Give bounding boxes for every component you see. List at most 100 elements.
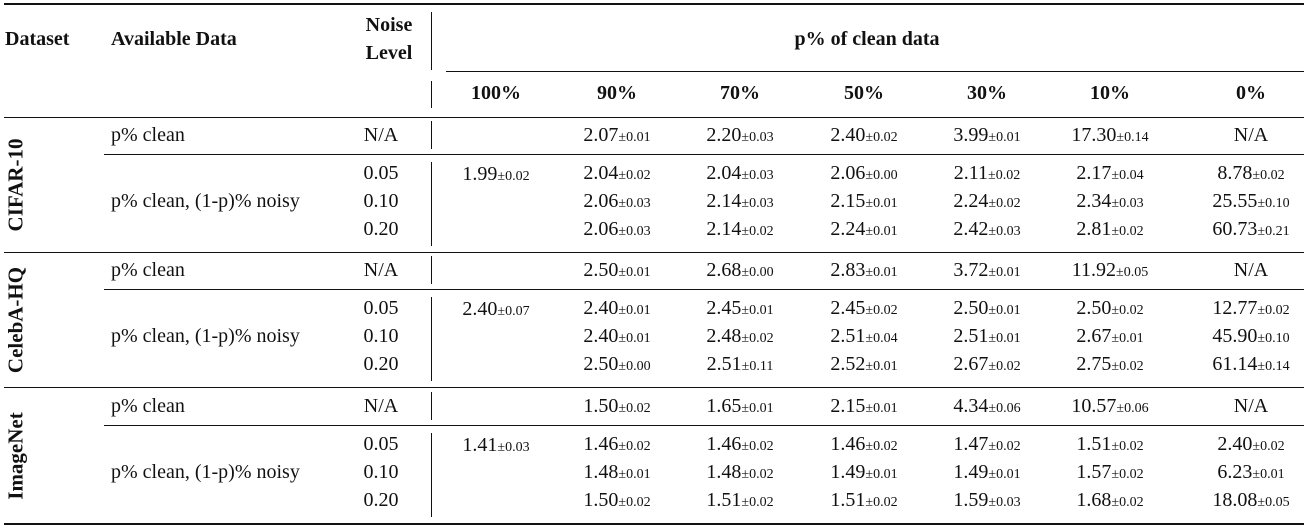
noisy-cell: 2.51±0.11 [707,353,774,378]
cell-error: ±0.01 [618,303,651,318]
cell-error: ±0.02 [618,401,651,416]
column-divider [431,162,432,246]
cell-value: 1.48 [706,461,742,483]
row-separator [104,425,1304,426]
block-rule [4,252,1304,253]
cell-error: ±0.04 [1111,168,1144,183]
cell-error: ±0.01 [865,401,898,416]
noisy-row-label: p% clean, (1-p)% noisy [111,461,300,483]
noisy-cell: 2.14±0.03 [706,190,773,215]
clean-cell: 2.20±0.03 [706,124,773,149]
cell-error: ±0.02 [988,439,1021,454]
full-data-cell: 2.40±0.07 [462,298,529,323]
noisy-row-label: p% clean, (1-p)% noisy [111,190,300,212]
cell-value: 2.75 [1076,353,1112,375]
noisy-cell: 2.17±0.04 [1076,162,1143,187]
cell-error: ±0.02 [618,439,651,454]
cell-error: ±0.03 [497,440,530,455]
cell-error: ±0.11 [741,359,774,374]
noisy-cell: 2.24±0.01 [830,218,897,243]
cell-value: 2.14 [706,190,742,212]
cell-error: ±0.02 [988,359,1021,374]
cell-value: 2.45 [830,297,866,319]
cell-value: 2.67 [1076,325,1112,347]
noisy-cell: 6.23±0.01 [1217,461,1284,486]
noisy-cell: 8.78±0.02 [1217,162,1284,187]
noisy-cell: 12.77±0.02 [1212,297,1289,322]
cell-error: ±0.01 [865,196,898,211]
noisy-cell: 2.50±0.01 [953,297,1020,322]
noise-level-value: 0.05 [363,297,399,319]
cell-error: ±0.03 [988,495,1021,510]
cell-value: 1.47 [953,433,989,455]
cell-value: 1.46 [706,433,742,455]
noise-level-value: 0.20 [363,218,399,240]
cell-value: 1.46 [583,433,619,455]
cell-error: ±0.01 [988,331,1021,346]
clean-cell: 2.50±0.01 [583,259,650,284]
clean-cell: N/A [1234,124,1268,146]
top-rule [4,3,1304,5]
cell-value: N/A [1233,395,1269,417]
cell-error: ±0.01 [865,265,898,280]
noisy-cell: 2.50±0.02 [1076,297,1143,322]
cell-value: 60.73 [1212,218,1258,240]
cell-error: ±0.02 [497,169,530,184]
cell-error: ±0.02 [618,168,651,183]
noisy-cell: 2.51±0.01 [953,325,1020,350]
cell-value: 1.49 [830,461,866,483]
noisy-cell: 2.75±0.02 [1076,353,1143,378]
noisy-cell: 2.11±0.02 [954,162,1020,187]
cell-value: 2.51 [953,325,989,347]
cell-error: ±0.02 [1111,359,1144,374]
cell-error: ±0.01 [865,224,898,239]
cell-error: ±0.01 [988,265,1021,280]
cell-error: ±0.03 [618,224,651,239]
column-divider [431,81,432,108]
header-col-50pct: 50% [844,82,884,104]
cell-value: N/A [1233,124,1269,146]
noise-level-value: 0.20 [363,353,399,375]
clean-row-label: p% clean [111,395,185,417]
cell-value: 2.50 [583,353,619,375]
cell-value: 2.17 [1076,162,1112,184]
cell-value: 2.40 [1217,433,1253,455]
cell-value: 2.51 [830,325,866,347]
cell-value: 2.24 [953,190,989,212]
clean-cell: 2.83±0.01 [830,259,897,284]
noisy-cell: 1.46±0.02 [830,433,897,458]
cell-value: 2.48 [706,325,742,347]
cell-value: 4.34 [953,395,989,417]
noisy-cell: 61.14±0.14 [1212,353,1289,378]
cell-error: ±0.02 [741,467,774,482]
cell-value: 1.50 [583,489,619,511]
dataset-label-0: CIFAR-10 [3,138,28,231]
header-p-clean: p% of clean data [794,28,940,50]
cell-error: ±0.03 [741,196,774,211]
clean-cell: 2.40±0.02 [830,124,897,149]
cell-error: ±0.02 [865,495,898,510]
noisy-cell: 2.48±0.02 [706,325,773,350]
dataset-label-1: CelebA-HQ [3,266,28,373]
noisy-cell: 1.51±0.02 [706,489,773,514]
cell-error: ±0.21 [1257,224,1290,239]
cell-value: 2.11 [953,162,989,184]
column-divider [431,256,432,284]
cell-value: 2.40 [583,325,619,347]
cell-value: 10.57 [1071,395,1117,417]
cell-error: ±0.03 [988,224,1021,239]
noisy-cell: 2.15±0.01 [830,190,897,215]
header-col-30pct: 30% [967,82,1007,104]
cell-value: 2.67 [953,353,989,375]
noisy-cell: 1.46±0.02 [583,433,650,458]
cell-error: ±0.01 [741,303,774,318]
full-data-cell: 1.99±0.02 [462,163,529,188]
noisy-row-label: p% clean, (1-p)% noisy [111,325,300,347]
cell-value: 45.90 [1212,325,1258,347]
cell-error: ±0.07 [497,304,530,319]
row-separator [104,154,1304,155]
clean-cell: 2.15±0.01 [830,395,897,420]
cell-error: ±0.02 [1252,168,1285,183]
column-divider [431,433,432,517]
header-col-90pct: 90% [597,82,637,104]
